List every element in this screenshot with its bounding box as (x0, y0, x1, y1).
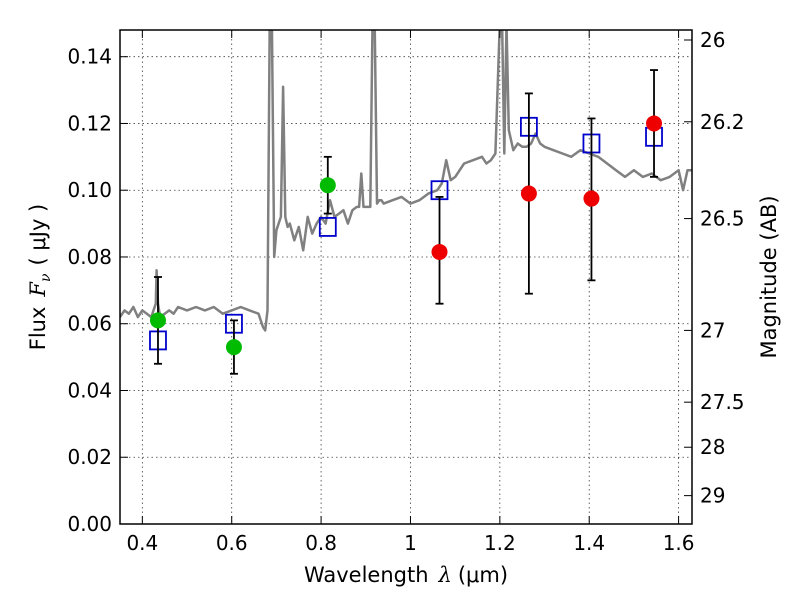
observed-flux-point (319, 177, 336, 194)
plot-frame (119, 29, 693, 525)
y-axis-title: FluxFν( μJy ) (26, 204, 54, 350)
photometry-points (149, 69, 663, 375)
x-tick-label: 0.8 (305, 531, 337, 555)
y-tick-label: 0.06 (67, 312, 112, 336)
observed-flux-point (583, 190, 600, 207)
grid-lines (120, 30, 692, 525)
y-tick-label: 0.00 (67, 512, 112, 536)
x-tick-label: 1.2 (484, 531, 516, 555)
tick-labels: 0.4 0.6 0.8 1 1.2 1.4 1.6 0.00 0.02 0.04 0.06 0.08 0… (67, 28, 744, 555)
x-tick-label: 0.6 (216, 531, 248, 555)
observed-flux-point (646, 115, 663, 132)
y2-tick-label: 28 (700, 435, 725, 459)
y2-tick-label: 27.5 (700, 390, 745, 414)
y2-axis-title: Magnitude (AB) (757, 195, 781, 358)
y-tick-label: 0.04 (67, 378, 112, 402)
y-tick-label: 0.02 (67, 445, 112, 469)
y-tick-label: 0.08 (67, 245, 112, 269)
y2-tick-label: 29 (700, 484, 725, 508)
observed-flux-point (520, 185, 537, 202)
y2-tick-label: 26 (700, 28, 725, 52)
observed-flux-point (149, 312, 166, 329)
y2-tick-label: 26.5 (700, 207, 745, 231)
y2-tick-label: 27 (700, 318, 725, 342)
model-photometry-square (318, 217, 337, 237)
axes (119, 29, 693, 525)
y2-tick-label: 26.2 (700, 110, 745, 134)
x-tick-label: 0.4 (126, 531, 158, 555)
x-tick-label: 1 (404, 531, 417, 555)
x-tick-label: 1.6 (663, 531, 695, 555)
y-tick-label: 0.14 (67, 45, 112, 69)
model-spectrum (120, 30, 692, 332)
observed-flux-point (225, 339, 242, 356)
y-tick-label: 0.10 (67, 178, 112, 202)
y-tick-label: 0.12 (67, 111, 112, 135)
x-axis-title: Wavelength λ (μm) (304, 563, 508, 587)
model-spectrum-line (120, 30, 692, 332)
x-tick-label: 1.4 (573, 531, 605, 555)
observed-flux-point (431, 243, 448, 260)
